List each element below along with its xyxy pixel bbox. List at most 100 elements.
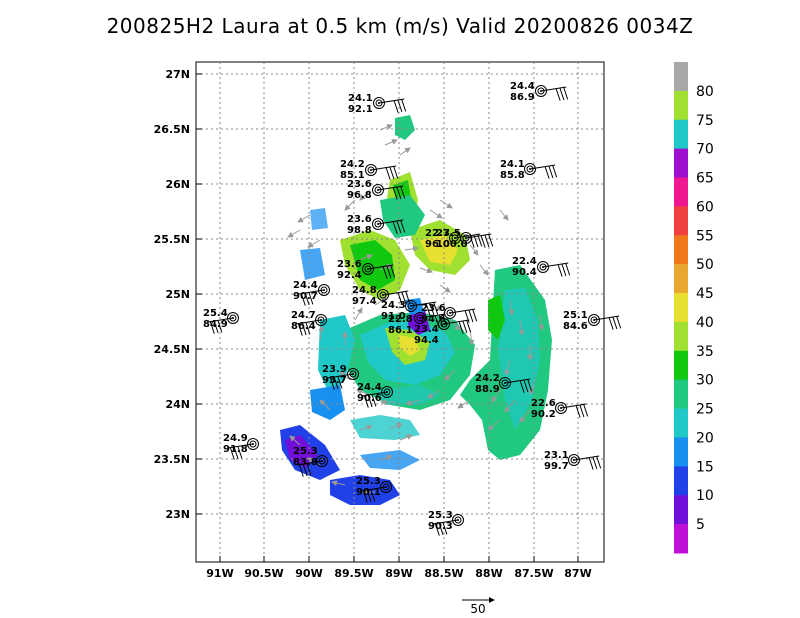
station-value-2: 97.4 <box>352 296 377 307</box>
colorbar-swatch <box>674 379 688 410</box>
lon-label: 87W <box>564 567 591 580</box>
latitude-labels: 27N 26.5N 26N 25.5N 25N 24.5N 24N 23.5N … <box>154 68 190 521</box>
station-dot <box>449 312 451 314</box>
station-value-2: 98.8 <box>347 225 372 236</box>
station-dot <box>232 317 234 319</box>
station-dot <box>542 266 544 268</box>
station-value-2: 96.8 <box>347 190 372 201</box>
wind-barb-flag <box>575 405 581 418</box>
dropsonde-station: 23.694.6 <box>421 303 478 325</box>
wind-barb-flag <box>433 302 439 315</box>
colorbar-label: 55 <box>696 228 714 244</box>
station-ring-inner <box>364 265 372 273</box>
lat-label: 24.5N <box>154 343 190 356</box>
station-value-1: 23.6 <box>347 179 372 190</box>
wind-barb-staff <box>454 233 481 239</box>
wind-barb-flag <box>434 523 440 536</box>
station-ring-inner <box>382 483 390 491</box>
colorbar-label: 50 <box>696 257 714 273</box>
station-dot <box>367 268 369 270</box>
wind-barb-flag <box>616 316 622 329</box>
wind-barb-staff <box>227 443 254 449</box>
wind-barb-flag <box>385 167 391 180</box>
dropsonde-station: 24.897.4 <box>352 285 411 307</box>
wind-barb-staff <box>367 264 394 270</box>
colorbar-label: 70 <box>696 142 714 158</box>
lon-label: 88W <box>475 567 502 580</box>
station-dot <box>252 443 254 445</box>
station-dot <box>454 237 456 239</box>
wind-barb-flag <box>382 266 388 279</box>
colorbar-label: 40 <box>696 315 714 331</box>
colorbar-label: 5 <box>696 517 705 533</box>
station-ring-inner <box>249 440 257 448</box>
station-value-1: 23.6 <box>337 259 362 270</box>
dropsonde-station: 24.486.9 <box>510 81 569 103</box>
dropsonde-station: 23.993.7 <box>322 364 359 390</box>
dropsonde-station: 25.484.9 <box>203 308 239 334</box>
lat-label: 24N <box>165 398 190 411</box>
station-ring-outer <box>380 481 392 493</box>
wind-barb-flag <box>466 320 472 333</box>
wind-barb-staff <box>560 403 587 409</box>
wind-barb-staff <box>432 519 459 525</box>
colorbar-label: 35 <box>696 344 714 360</box>
station-dot <box>560 407 562 409</box>
station-ring-inner <box>317 316 325 324</box>
wind-barb-flag <box>608 317 614 330</box>
station-value-1: 24.4 <box>510 81 535 92</box>
station-ring-inner <box>454 516 462 524</box>
dropsonde-station: 24.786.4 <box>291 310 327 336</box>
dropsonde-station: 24.490.7 <box>293 280 330 306</box>
station-ring-inner <box>349 370 357 378</box>
wind-barb-flag <box>304 292 310 306</box>
station-dot <box>540 90 542 92</box>
colorbar-swatch <box>674 495 688 525</box>
station-value-1: 23.6 <box>421 303 446 314</box>
wind-barb-flag <box>362 490 368 503</box>
station-ring-inner <box>320 286 328 294</box>
station-ring-outer <box>414 312 426 324</box>
wind-barb-staff <box>410 301 437 307</box>
dropsonde-station: 23.494.4 <box>414 318 472 346</box>
wind-barb-staff <box>419 313 446 319</box>
wind-barb-flag <box>563 87 569 100</box>
station-value-1: 24.2 <box>340 159 365 170</box>
lat-label: 26.5N <box>154 123 190 136</box>
wind-barb-flag <box>552 165 558 178</box>
station-ring-outer <box>535 85 547 97</box>
wind-barb-flag <box>480 235 486 248</box>
colorbar-label: 30 <box>696 373 714 389</box>
station-ring-outer <box>318 284 330 296</box>
wind-barb-staff <box>443 319 470 325</box>
wind-barb-flag <box>400 220 406 233</box>
wind-barb-flag <box>305 322 311 335</box>
station-ring-outer <box>362 263 374 275</box>
wind-barb-flag <box>405 291 411 304</box>
station-value-1: 22.8 <box>388 314 413 325</box>
wind-barb-staff <box>360 486 387 492</box>
dropsonde-station: 25.390.1 <box>356 476 392 503</box>
wind-barb-flag <box>392 221 398 234</box>
wind-barb-flag <box>389 166 395 180</box>
wind-barb-staff <box>298 289 325 295</box>
wind-barb-flag <box>588 457 594 470</box>
wind-barb-flag <box>462 320 468 334</box>
station-ring-outer <box>444 307 456 319</box>
station-value-1: 24.3 <box>381 300 406 311</box>
station-ring-outer <box>460 232 472 244</box>
colorbar-swatch <box>674 177 688 207</box>
wind-barb-flag <box>527 379 533 392</box>
station-ring-outer <box>499 377 511 389</box>
station-value-1: 22.6 <box>531 398 556 409</box>
station-value-1: 25.3 <box>428 510 453 521</box>
dropsonde-station: 24.285.1 <box>340 159 399 181</box>
colorbar-swatch <box>674 408 688 438</box>
wind-barb-flag <box>548 165 554 179</box>
wind-barb-staff <box>504 378 531 384</box>
station-ring-outer <box>588 314 600 326</box>
station-value-1: 22.7 <box>425 228 450 239</box>
station-dot <box>377 189 379 191</box>
station-ring-inner <box>590 316 598 324</box>
